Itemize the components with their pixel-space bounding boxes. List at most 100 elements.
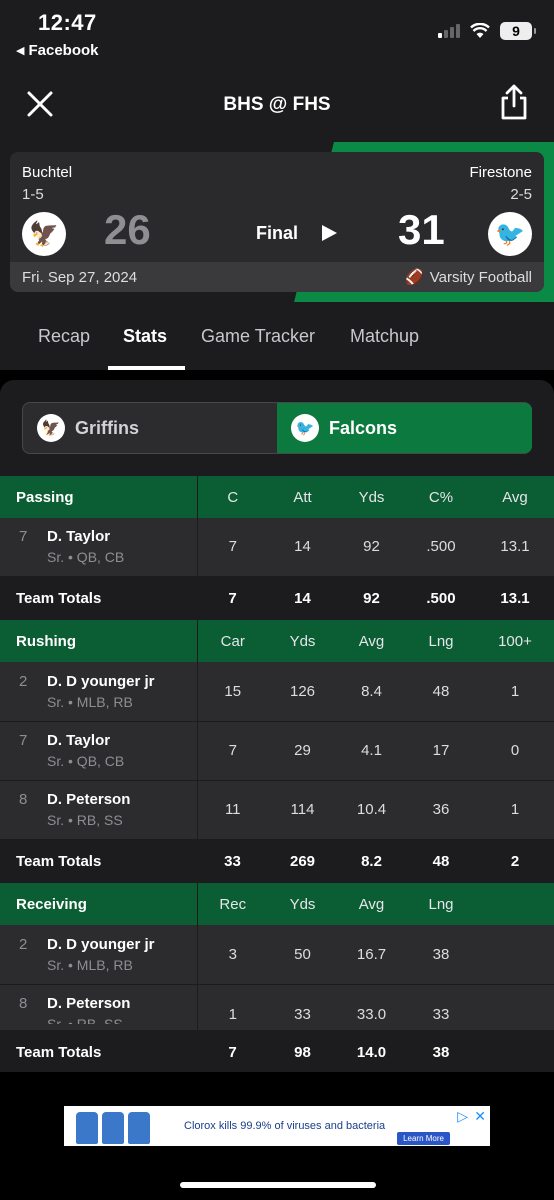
ad-close-icon[interactable]: ✕ [474,1108,486,1124]
team-toggle: 🦅 Griffins 🐦 Falcons [22,402,532,454]
stat-cell: 17 [406,721,476,781]
table-row[interactable]: 7 D. Taylor Sr. • QB, CB 7 14 92 .500 13.… [0,518,554,577]
receiving-table: Receiving Rec Yds Avg Lng 2 D. D younger… [0,883,554,1072]
share-icon[interactable] [498,82,530,122]
active-tab-indicator [108,366,185,370]
team-toggle-griffins[interactable]: 🦅 Griffins [23,403,278,453]
home-indicator[interactable] [180,1182,376,1188]
stat-cell: 33 [406,984,476,1031]
rushing-table: Rushing Car Yds Avg Lng 100+ 2 D. D youn… [0,620,554,883]
ad-banner[interactable]: Clorox kills 99.9% of viruses and bacter… [64,1106,490,1146]
player-name[interactable]: D. D younger jr [47,935,155,953]
player-cell: 7 D. Taylor Sr. • QB, CB [0,518,198,577]
total-cell: 2 [476,839,554,883]
close-icon[interactable] [24,88,56,120]
column-header: 100+ [476,620,554,662]
table-row[interactable]: 2 D. D younger jr Sr. • MLB, RB 15 126 8.… [0,662,554,722]
status-icons: 9 [438,22,536,40]
column-header: Rec [197,883,268,925]
column-header: Car [197,620,268,662]
total-cell: 269 [268,839,337,883]
game-date: Fri. Sep 27, 2024 [22,269,138,286]
stat-cell: 11 [197,780,268,840]
totals-label: Team Totals [0,576,197,620]
home-score: 31 [398,206,445,253]
jersey-number: 7 [19,528,28,546]
signal-icon [438,24,460,38]
stat-cell: 1 [476,780,554,840]
falcon-logo-icon: 🐦 [488,212,532,256]
tab-stats[interactable]: Stats [123,326,168,346]
team-toggle-falcons[interactable]: 🐦 Falcons [277,403,532,453]
home-team-record: 2-5 [510,186,532,203]
date-strip [10,262,544,292]
back-triangle-icon: ◀ [16,45,25,57]
stat-cell: 14 [268,518,337,577]
column-header: Lng [406,883,476,925]
nav-bar: BHS @ FHS [0,72,554,142]
team-toggle-label: Falcons [329,417,398,438]
total-cell: 48 [406,839,476,883]
table-row[interactable]: 7 D. Taylor Sr. • QB, CB 7 29 4.1 17 0 [0,721,554,781]
battery-icon: 9 [500,22,536,40]
back-to-app-link[interactable]: ◀ Facebook [16,42,99,59]
away-score: 26 [104,206,151,253]
section-divider [0,370,554,380]
total-cell: 7 [197,1030,268,1072]
totals-label: Team Totals [0,839,197,883]
jersey-number: 2 [19,935,28,953]
wifi-icon [470,23,490,38]
stat-cell: 36 [406,780,476,840]
player-name[interactable]: D. Peterson [47,994,131,1012]
stat-cell: 48 [406,662,476,722]
play-icon[interactable] [320,224,338,242]
player-info: Sr. • QB, CB [47,549,125,566]
score-card[interactable]: Buchtel 1-5 🦅 26 Final Firestone 2-5 31 … [10,152,544,292]
stat-cell: 8.4 [337,662,406,722]
back-app-label: Facebook [28,42,99,59]
stat-cell: 50 [268,925,337,985]
stat-cell: 126 [268,662,337,722]
table-row[interactable]: 2 D. D younger jr Sr. • MLB, RB 3 50 16.7… [0,925,554,985]
stat-cell: 10.4 [337,780,406,840]
player-name[interactable]: D. Peterson [47,791,131,808]
total-cell: 38 [406,1030,476,1072]
stat-cell: 13.1 [476,518,554,577]
player-info: Sr. • MLB, RB [47,956,133,973]
stat-cell: 15 [197,662,268,722]
tab-recap[interactable]: Recap [38,326,91,346]
stat-cell: 92 [337,518,406,577]
player-name[interactable]: D. Taylor [47,732,111,749]
stat-cell: .500 [406,518,476,577]
stats-panel: 🦅 Griffins 🐦 Falcons Passing C Att Yds C… [0,380,554,1072]
table-header: Rushing Car Yds Avg Lng 100+ [0,620,554,662]
ad-choices-icon[interactable]: ▷ [457,1108,468,1124]
tab-game-tracker[interactable]: Game Tracker [201,326,316,346]
player-name[interactable]: D. D younger jr [47,672,155,690]
table-row[interactable]: 8 D. Peterson Sr. • RB, SS 1 33 33.0 33 [0,984,554,1031]
column-header [476,883,554,925]
stat-cell: 1 [476,662,554,722]
total-cell: 8.2 [337,839,406,883]
jersey-number: 8 [19,791,28,808]
player-name[interactable]: D. Taylor [47,528,111,546]
stat-cell: 29 [268,721,337,781]
passing-table: Passing C Att Yds C% Avg 7 D. Taylor Sr. … [0,476,554,620]
section-title: Receiving [0,883,198,925]
tab-bar: Recap Stats Game Tracker Matchup [0,302,554,370]
section-title: Passing [0,476,198,518]
column-header: C% [406,476,476,518]
table-row[interactable]: 8 D. Peterson Sr. • RB, SS 11 114 10.4 36… [0,780,554,840]
sport-label: 🏈 Varsity Football [405,268,532,287]
player-info: Sr. • RB, SS [47,812,123,828]
ad-learn-more-button[interactable]: Learn More [397,1132,450,1145]
column-header: Att [268,476,337,518]
tab-matchup[interactable]: Matchup [350,326,420,346]
column-header: Yds [268,883,337,925]
griffin-logo-icon: 🦅 [22,212,66,256]
total-cell: 33 [197,839,268,883]
football-icon: 🏈 [405,269,424,286]
bleach-bottles-image [76,1112,150,1144]
stat-cell: 0 [476,721,554,781]
total-cell: 14.0 [337,1030,406,1072]
